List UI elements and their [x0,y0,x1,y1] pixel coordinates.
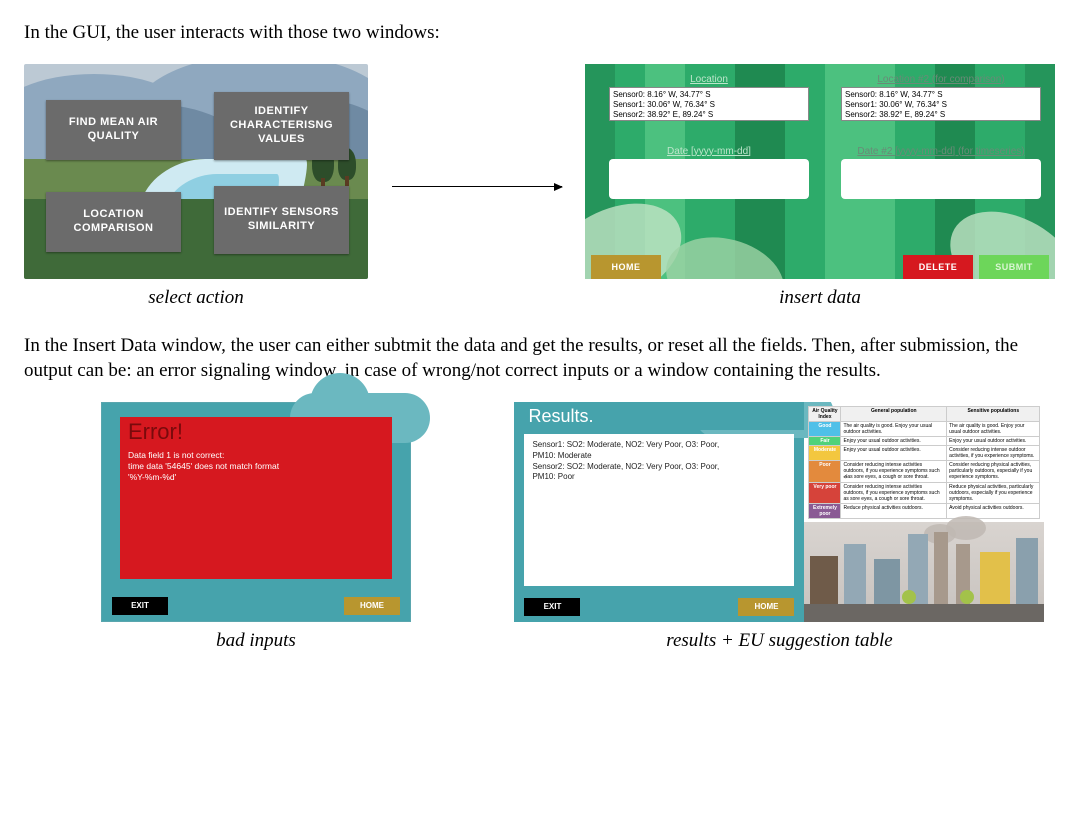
aq-sensitive-cell: Consider reducing physical activities, p… [947,460,1040,482]
aq-general-cell: Consider reducing intense activities out… [841,482,947,503]
building-shape [980,552,1010,604]
insert-bottom-bar: HOME DELETE SUBMIT [585,255,1055,279]
results-caption: results + EU suggestion table [666,630,892,652]
date2-field-group: Date #2 [yyyy-mm-dd] (for timeseries) [841,146,1041,199]
error-title: Error! [128,419,183,445]
select-action-caption: select action [148,287,244,309]
arrow-icon [377,177,577,195]
date-input[interactable] [609,159,809,199]
aq-index-cell: Good [809,421,841,436]
aq-col-sensitive: Sensitive populations [947,406,1040,421]
aq-sensitive-cell: Reduce physical activities, particularly… [947,482,1040,503]
list-item[interactable]: Sensor2: 38.92° E, 89.24° S [845,110,1037,120]
location2-label: Location #2 (for comparison) [841,74,1041,85]
select-action-panel: FIND MEAN AIR QUALITY IDENTIFY CHARACTER… [24,64,368,279]
results-panel: Results. Sensor1: SO2: Moderate, NO2: Ve… [514,402,1044,622]
building-shape [810,556,838,604]
error-column: Error! Data field 1 is not correct: time… [24,402,488,652]
results-bottom-bar: EXIT HOME [514,598,804,616]
date2-label: Date #2 [yyyy-mm-dd] (for timeseries) [841,146,1041,157]
table-row: ModerateEnjoy your usual outdoor activit… [809,445,1040,460]
road-shape [804,604,1044,622]
insert-data-column: Location Sensor0: 8.16° W, 34.77° S Sens… [585,64,1055,309]
location-field-group: Location Sensor0: 8.16° W, 34.77° S Sens… [609,74,809,121]
results-right-pane: Air Quality Index General population Sen… [804,402,1044,622]
insert-data-panel: Location Sensor0: 8.16° W, 34.77° S Sens… [585,64,1055,279]
error-message: Data field 1 is not correct: time data '… [128,450,384,483]
spacer [580,598,738,616]
home-button[interactable]: HOME [591,255,661,279]
results-left-pane: Results. Sensor1: SO2: Moderate, NO2: Ve… [514,402,804,622]
air-quality-table: Air Quality Index General population Sen… [808,406,1040,519]
aq-col-general: General population [841,406,947,421]
building-shape [1016,538,1038,604]
city-illustration [804,522,1044,622]
aq-index-cell: Moderate [809,445,841,460]
home-button[interactable]: HOME [344,597,400,615]
exit-button[interactable]: EXIT [112,597,168,615]
building-shape [874,559,900,604]
select-action-column: FIND MEAN AIR QUALITY IDENTIFY CHARACTER… [24,64,368,309]
delete-button[interactable]: DELETE [903,255,973,279]
results-title: Results. [528,406,593,427]
tree-shape [960,590,974,604]
aq-index-cell: Extremely poor [809,503,841,518]
list-item[interactable]: Sensor1: 30.06° W, 76.34° S [845,100,1037,110]
location-label: Location [609,74,809,85]
figure-row-1: FIND MEAN AIR QUALITY IDENTIFY CHARACTER… [24,64,1055,309]
home-button[interactable]: HOME [738,598,794,616]
aq-sensitive-cell: Consider reducing intense outdoor activi… [947,445,1040,460]
building-shape [844,544,866,604]
smokestack-shape [934,532,948,604]
aq-sensitive-cell: The air quality is good. Enjoy your usua… [947,421,1040,436]
mid-paragraph: In the Insert Data window, the user can … [24,333,1055,384]
aq-general-cell: Reduce physical activities outdoors. [841,503,947,518]
smoke-shape [946,516,986,540]
table-row: Extremely poorReduce physical activities… [809,503,1040,518]
aq-general-cell: The air quality is good. Enjoy your usua… [841,421,947,436]
location-comparison-button[interactable]: LOCATION COMPARISON [46,192,181,252]
spacer [661,255,903,279]
identify-sensors-similarity-button[interactable]: IDENTIFY SENSORS SIMILARITY [214,186,349,254]
date-label: Date [yyyy-mm-dd] [609,146,809,157]
aq-general-cell: Enjoy your usual outdoor activities. [841,445,947,460]
location2-listbox[interactable]: Sensor0: 8.16° W, 34.77° S Sensor1: 30.0… [841,87,1041,121]
location-listbox[interactable]: Sensor0: 8.16° W, 34.77° S Sensor1: 30.0… [609,87,809,121]
intro-text: In the GUI, the user interacts with thos… [24,20,1055,46]
list-item[interactable]: Sensor2: 38.92° E, 89.24° S [613,110,805,120]
list-item[interactable]: Sensor1: 30.06° W, 76.34° S [613,100,805,110]
submit-button[interactable]: SUBMIT [979,255,1049,279]
aq-index-cell: Very poor [809,482,841,503]
location2-field-group: Location #2 (for comparison) Sensor0: 8.… [841,74,1041,121]
find-mean-air-quality-button[interactable]: FIND MEAN AIR QUALITY [46,100,181,160]
list-item[interactable]: Sensor0: 8.16° W, 34.77° S [613,90,805,100]
date2-input[interactable] [841,159,1041,199]
error-bottom-bar: EXIT HOME [102,595,410,621]
list-item[interactable]: Sensor0: 8.16° W, 34.77° S [845,90,1037,100]
table-row: GoodThe air quality is good. Enjoy your … [809,421,1040,436]
bad-inputs-caption: bad inputs [216,630,296,652]
table-row: Very poorConsider reducing intense activ… [809,482,1040,503]
table-row: PoorConsider reducing intense activities… [809,460,1040,482]
aq-col-index: Air Quality Index [809,406,841,421]
figure-row-2: Error! Data field 1 is not correct: time… [24,402,1055,652]
insert-data-caption: insert data [779,287,861,309]
aq-index-cell: Fair [809,436,841,445]
aq-general-cell: Consider reducing intense activities out… [841,460,947,482]
date-field-group: Date [yyyy-mm-dd] [609,146,809,199]
results-column: Results. Sensor1: SO2: Moderate, NO2: Ve… [496,402,1063,652]
aq-index-cell: Poor [809,460,841,482]
exit-button[interactable]: EXIT [524,598,580,616]
error-panel: Error! Data field 1 is not correct: time… [101,402,411,622]
identify-characterising-values-button[interactable]: IDENTIFY CHARACTERISNG VALUES [214,92,349,160]
aq-general-cell: Enjoy your usual outdoor activities. [841,436,947,445]
table-row: FairEnjoy your usual outdoor activities.… [809,436,1040,445]
aq-sensitive-cell: Enjoy your usual outdoor activities. [947,436,1040,445]
results-text: Sensor1: SO2: Moderate, NO2: Very Poor, … [524,434,794,586]
